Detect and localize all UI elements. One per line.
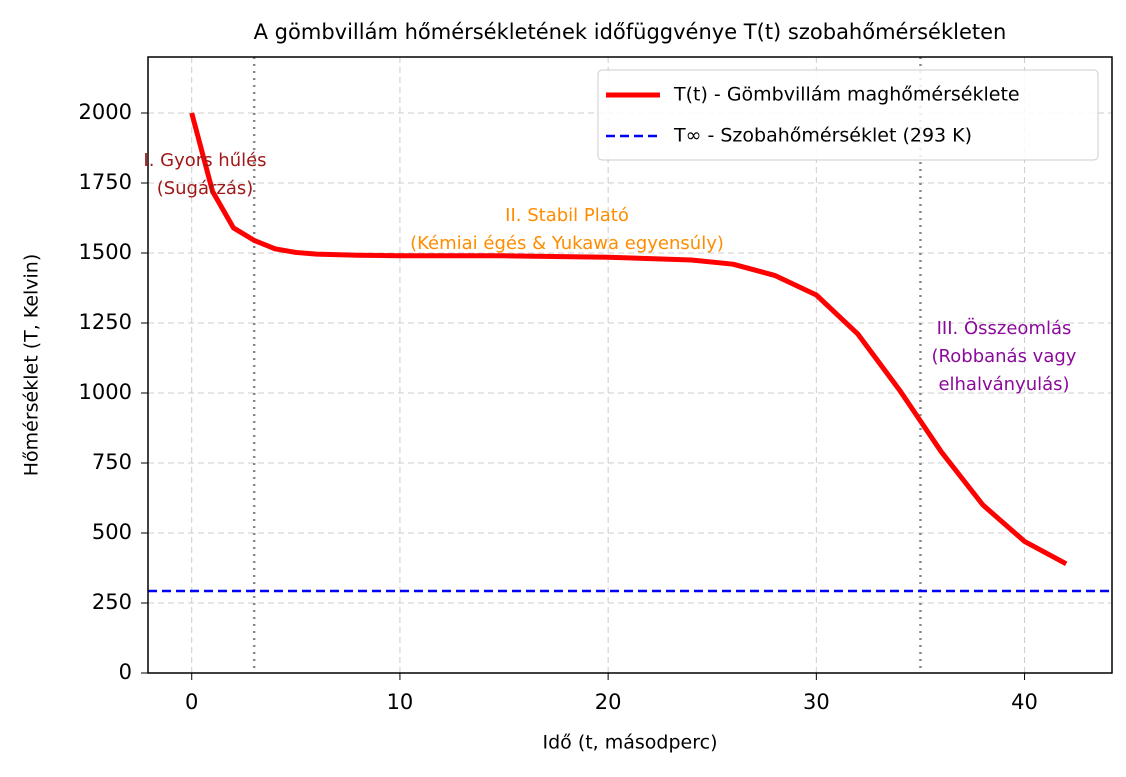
x-tick-label: 20 bbox=[595, 690, 622, 714]
annotation: I. Gyors hűlés bbox=[143, 150, 266, 171]
x-tick-label: 10 bbox=[387, 690, 414, 714]
x-axis-label: Idő (t, másodperc) bbox=[542, 732, 717, 754]
annotation: (Kémiai égés & Yukawa egyensúly) bbox=[410, 233, 724, 254]
chart-title: A gömbvillám hőmérsékletének időfüggvény… bbox=[254, 20, 1007, 44]
legend-label: T(t) - Gömbvillám maghőmérséklete bbox=[673, 84, 1020, 106]
annotation: II. Stabil Plató bbox=[505, 205, 629, 226]
y-tick-label: 2000 bbox=[79, 100, 132, 124]
y-tick-label: 1500 bbox=[79, 240, 132, 264]
y-tick-label: 1250 bbox=[79, 310, 132, 334]
y-tick-label: 500 bbox=[92, 520, 132, 544]
annotation: elhalványulás) bbox=[938, 374, 1069, 395]
y-tick-label: 1000 bbox=[79, 380, 132, 404]
x-tick-label: 0 bbox=[185, 690, 198, 714]
legend-box bbox=[597, 69, 1099, 161]
legend-label: T∞ - Szobahőmérséklet (293 K) bbox=[673, 125, 972, 147]
y-tick-label: 0 bbox=[119, 660, 132, 684]
data-line bbox=[189, 112, 1068, 567]
x-tick-label: 40 bbox=[1011, 690, 1038, 714]
y-tick-label: 1750 bbox=[79, 170, 132, 194]
x-tick-label: 30 bbox=[803, 690, 830, 714]
y-tick-label: 250 bbox=[92, 590, 132, 614]
y-axis-label: Hőmérséklet (T, Kelvin) bbox=[21, 254, 43, 477]
annotation: (Robbanás vagy bbox=[932, 346, 1077, 367]
y-tick-label: 750 bbox=[92, 450, 132, 474]
plot-frame bbox=[147, 56, 1113, 674]
annotation: (Sugárzás) bbox=[157, 178, 254, 199]
annotation: III. Összeomlás bbox=[937, 317, 1072, 339]
